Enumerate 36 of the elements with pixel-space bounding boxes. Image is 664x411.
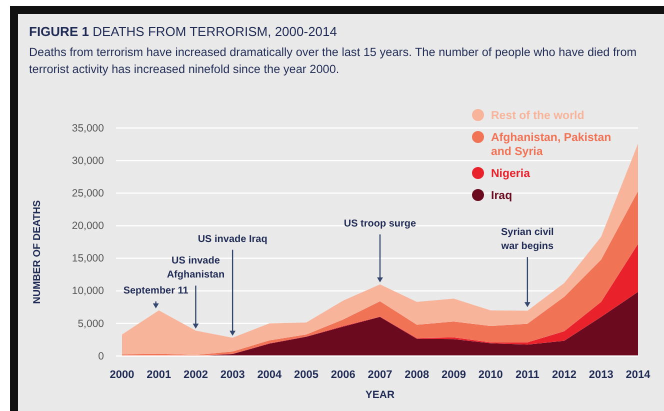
- legend-label: Afghanistan, Pakistan and Syria: [491, 132, 612, 158]
- annotation: Syrian civil war begins: [500, 227, 554, 252]
- x-tick-label: 2010: [478, 368, 503, 381]
- x-tick-label: 2014: [626, 368, 652, 381]
- y-tick-label: 25,000: [72, 188, 104, 200]
- x-axis-title: YEAR: [365, 389, 395, 401]
- y-tick-label: 20,000: [72, 220, 104, 232]
- x-tick-label: 2011: [515, 368, 540, 381]
- x-tick-label: 2004: [257, 368, 283, 381]
- x-tick-label: 2013: [588, 368, 614, 381]
- x-tick-label: 2007: [368, 368, 392, 381]
- legend-label: Nigeria: [491, 168, 531, 180]
- x-tick-label: 2009: [441, 368, 466, 381]
- annotation: US troop surge: [344, 218, 417, 230]
- y-tick-label: 0: [98, 350, 104, 362]
- x-tick-label: 2006: [330, 368, 356, 381]
- chart-subtitle: Deaths from terrorism have increased dramatically over the last 15 years. The number of people who have died from terrorist activity has increased ninefold since the year 2000.: [29, 45, 637, 76]
- y-tick-label: 35,000: [72, 122, 104, 134]
- annotation: September 11: [123, 285, 189, 296]
- annotation: US invade Afghanistan: [166, 256, 225, 281]
- y-tick-label: 10,000: [72, 285, 104, 298]
- x-tick-label: 2000: [110, 368, 134, 381]
- annotation: US invade Iraq: [198, 234, 268, 245]
- y-tick-label: 15,000: [72, 252, 104, 265]
- x-tick-label: 2003: [220, 368, 245, 381]
- x-tick-label: 2012: [552, 368, 577, 381]
- x-tick-label: 2002: [183, 368, 208, 381]
- x-tick-label: 2005: [294, 368, 319, 381]
- y-axis-title: NUMBER OF DEATHS: [32, 200, 43, 304]
- y-tick-label: 30,000: [72, 154, 104, 167]
- y-tick-label: 5,000: [78, 318, 104, 330]
- legend-label: Rest of the world: [491, 110, 584, 122]
- x-tick-label: 2001: [146, 368, 172, 381]
- legend-label: Iraq: [491, 190, 512, 202]
- x-tick-label: 2008: [404, 368, 430, 381]
- chart-title: FIGURE 1 DEATHS FROM TERRORISM, 2000-2014: [29, 24, 337, 39]
